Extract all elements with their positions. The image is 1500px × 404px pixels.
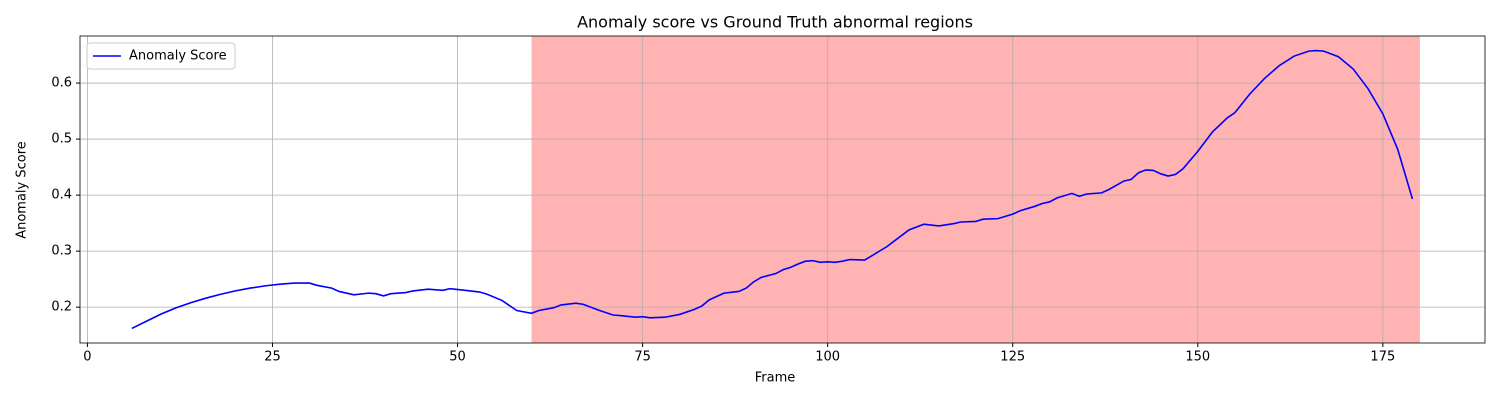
x-tick-label: 125 <box>1000 350 1025 365</box>
y-axis-label: Anomaly Score <box>15 141 30 239</box>
y-tick-label: 0.3 <box>51 244 72 259</box>
legend-box <box>86 42 236 70</box>
x-tick-label: 0 <box>83 350 91 365</box>
data-line <box>131 49 1414 330</box>
x-axis-label: Frame <box>755 371 796 386</box>
plot-frame <box>79 35 1486 344</box>
x-tick-label: 100 <box>815 350 840 365</box>
y-tick-label: 0.2 <box>51 300 72 315</box>
legend: Anomaly Score <box>86 42 236 70</box>
y-tick-label: 0.6 <box>51 76 72 91</box>
abnormal-region <box>531 36 1420 343</box>
x-tick-label: 175 <box>1370 350 1395 365</box>
x-tick-label: 150 <box>1185 350 1210 365</box>
y-tick-label: 0.5 <box>51 132 72 147</box>
x-tick-label: 50 <box>449 350 466 365</box>
x-tick-label: 75 <box>634 350 651 365</box>
y-tick-label: 0.4 <box>51 188 72 203</box>
legend-label: Anomaly Score <box>129 49 227 64</box>
chart-title: Anomaly score vs Ground Truth abnormal r… <box>577 13 973 32</box>
x-tick-label: 25 <box>264 350 281 365</box>
